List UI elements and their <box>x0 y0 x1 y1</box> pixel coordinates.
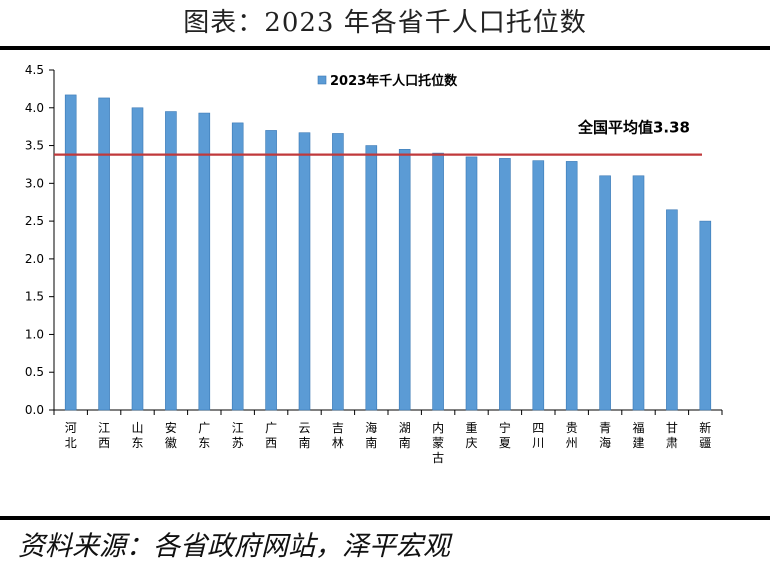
legend-swatch <box>317 75 327 85</box>
x-category-label: 甘肃 <box>666 421 678 450</box>
x-category-label: 宁夏 <box>499 420 511 450</box>
bar <box>131 107 144 411</box>
bar <box>666 209 678 411</box>
y-tick-label: 3.5 <box>25 139 44 153</box>
x-category-label: 河北 <box>65 421 77 450</box>
bar <box>165 111 177 411</box>
x-category-label: 新疆 <box>699 420 711 450</box>
x-category-label: 安徽 <box>165 420 177 450</box>
x-category-label: 江苏 <box>232 421 244 450</box>
page-title: 图表：2023 年各省千人口托位数 <box>183 8 587 38</box>
x-category-label: 云南 <box>298 421 310 450</box>
top-divider <box>0 46 770 50</box>
average-label: 全国平均值3.38 <box>577 119 690 137</box>
bottom-divider <box>0 516 770 520</box>
bar <box>699 220 712 411</box>
bar <box>499 158 511 411</box>
bar <box>632 175 645 411</box>
legend: 2023年千人口托位数 <box>317 73 458 89</box>
bar <box>298 132 311 411</box>
y-tick-label: 0.0 <box>25 403 44 417</box>
y-tick-label: 0.5 <box>25 365 44 379</box>
bar <box>332 133 344 411</box>
bar <box>599 175 611 411</box>
bar <box>398 149 411 411</box>
legend-label: 2023年千人口托位数 <box>330 73 458 89</box>
bar <box>231 122 244 411</box>
x-category-label: 内蒙古 <box>432 421 444 465</box>
bar <box>465 156 478 411</box>
x-category-label: 青海 <box>599 421 611 450</box>
bar <box>432 152 444 411</box>
x-category-label: 重庆 <box>465 421 477 450</box>
x-category-label: 广东 <box>198 421 210 450</box>
y-tick-label: 1.0 <box>25 327 44 341</box>
x-category-label: 贵州 <box>566 421 578 450</box>
x-category-label: 广西 <box>265 421 277 450</box>
x-category-label: 四川 <box>532 421 544 450</box>
y-axis: 0.0 0.5 1.0 1.5 2.0 2.5 3.0 3.5 4.0 4.5 <box>25 63 55 417</box>
source-note: 资料来源：各省政府网站，泽平宏观 <box>18 531 450 562</box>
x-category-label: 海南 <box>365 420 377 450</box>
x-category-label: 江西 <box>98 421 110 450</box>
x-category-label: 福建 <box>632 420 644 450</box>
bar <box>365 145 378 411</box>
bar <box>565 161 578 411</box>
x-category-label: 湖南 <box>399 420 411 450</box>
bar <box>64 94 77 411</box>
bar <box>198 112 211 411</box>
bar <box>98 97 110 411</box>
average-reference: 全国平均值3.38 <box>54 119 702 156</box>
y-tick-label: 1.5 <box>25 290 44 304</box>
y-tick-label: 2.5 <box>25 214 44 228</box>
y-tick-label: 2.0 <box>25 252 44 266</box>
bar-chart: 0.00.51.01.52.02.53.03.54.04.5 河北江西山东安徽广… <box>25 63 723 465</box>
x-category-label: 山东 <box>131 421 143 450</box>
bar <box>265 130 277 411</box>
y-tick-label: 4.0 <box>25 101 44 115</box>
y-tick-label: 3.0 <box>25 176 44 190</box>
bar-series <box>64 94 712 411</box>
bar <box>532 160 545 411</box>
x-category-label: 吉林 <box>332 421 344 450</box>
y-tick-label: 4.5 <box>25 63 44 77</box>
